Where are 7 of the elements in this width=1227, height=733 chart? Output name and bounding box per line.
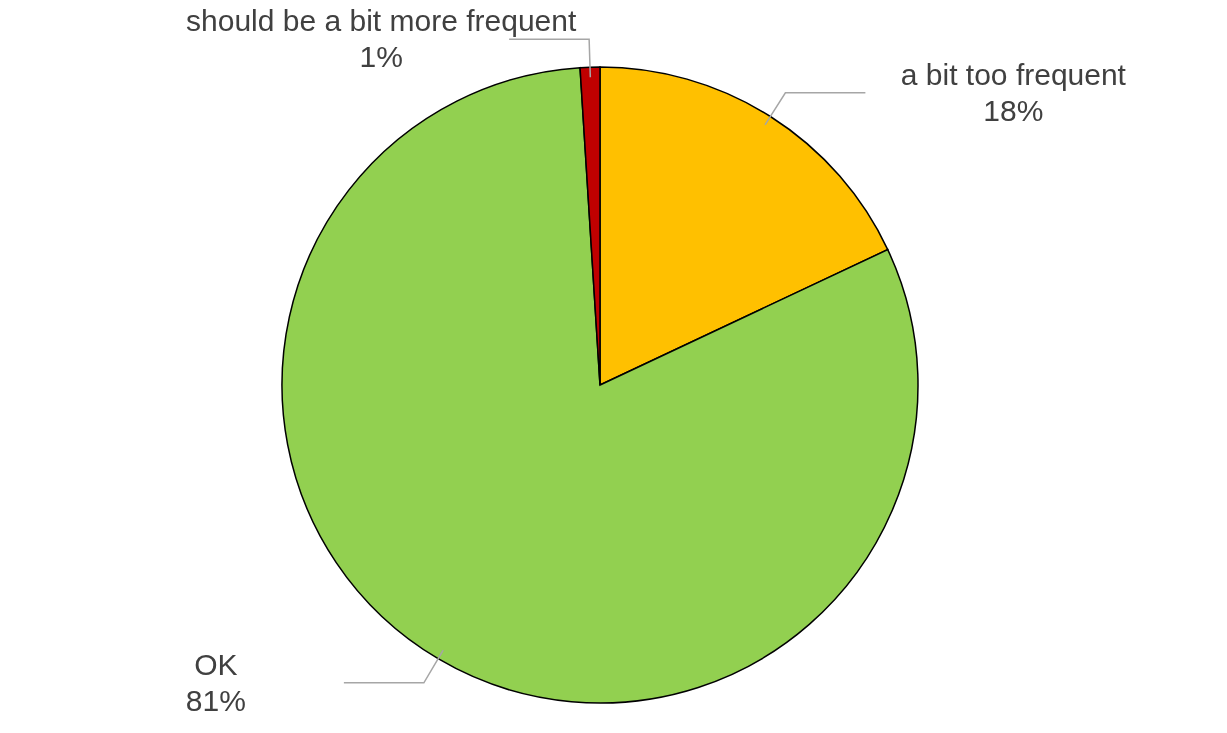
slice-label: OK <box>194 647 238 681</box>
data-label: 18% <box>983 93 1044 127</box>
slice-label: should be a bit more frequent <box>186 4 577 38</box>
data-label: 81% <box>185 683 246 717</box>
slice-label: a bit too frequent <box>900 57 1127 91</box>
data-label: 1% <box>359 40 403 74</box>
pie-slice <box>281 66 919 704</box>
